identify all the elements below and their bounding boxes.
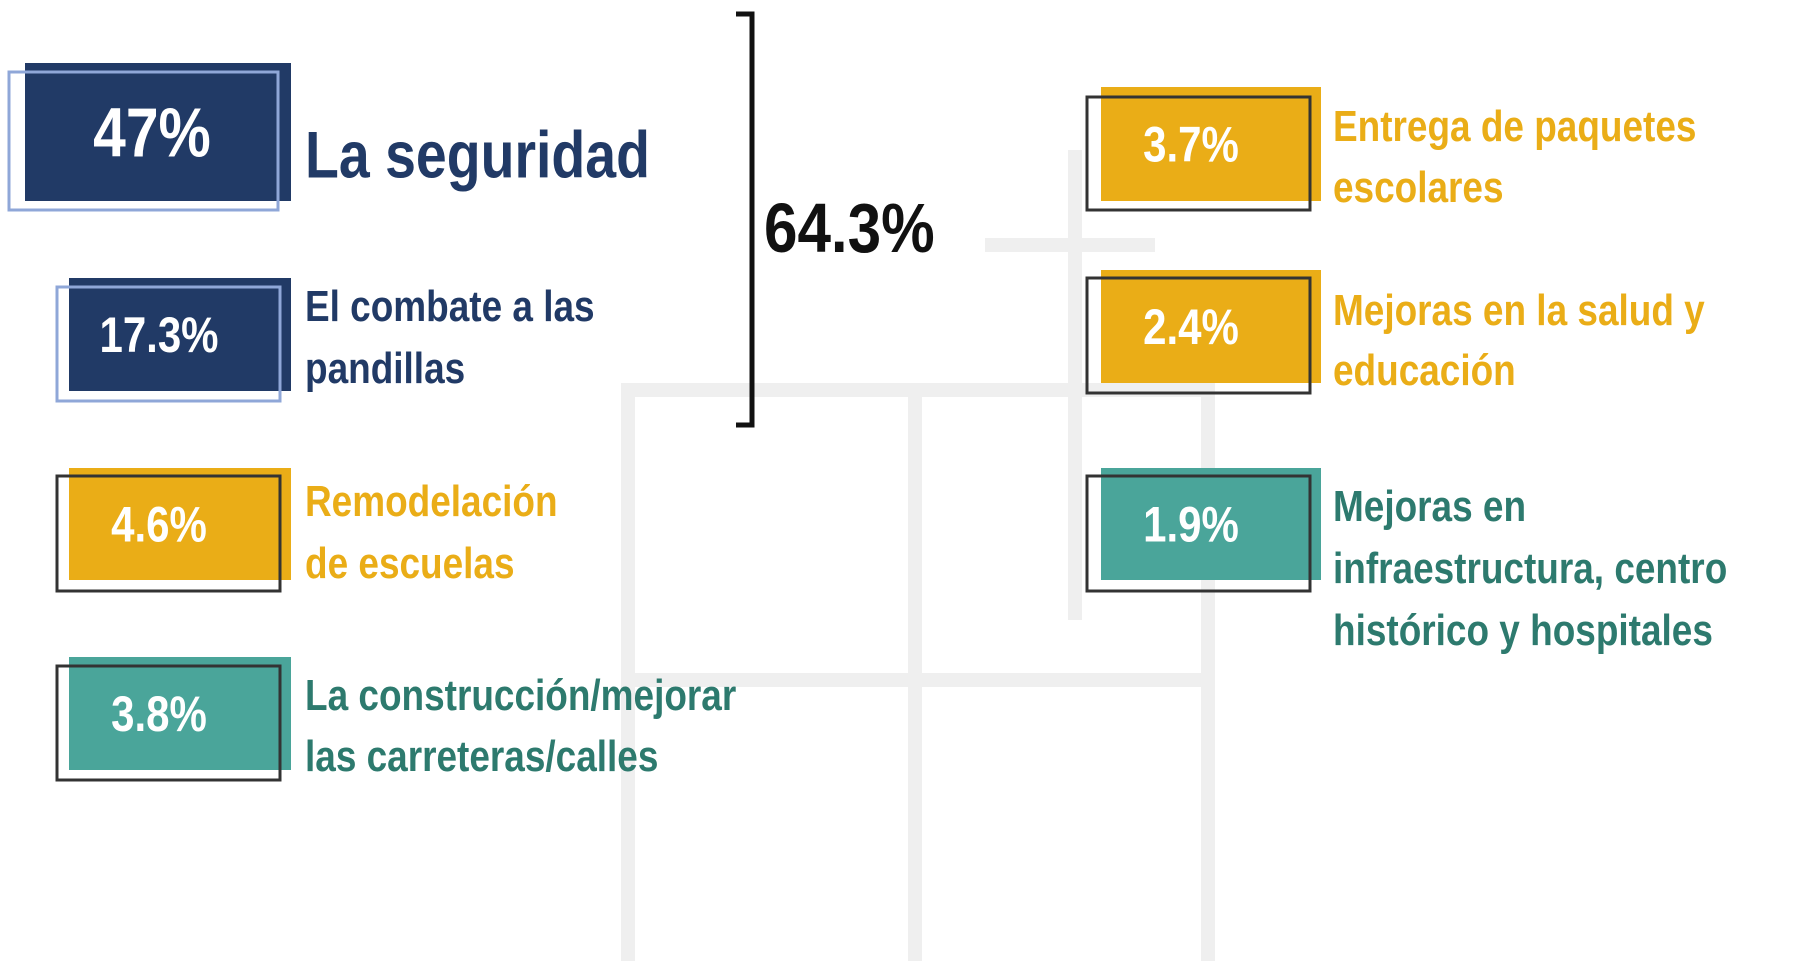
label: histórico y hospitales — [1333, 605, 1713, 655]
value-box — [1101, 87, 1321, 201]
label: La construcción/mejorar — [305, 670, 736, 720]
value-box — [1101, 270, 1321, 383]
value: 4.6% — [111, 496, 207, 552]
bracket — [736, 11, 755, 428]
label: Mejoras en — [1333, 481, 1526, 531]
label: escolares — [1333, 162, 1504, 212]
value-box — [69, 657, 291, 770]
value-box — [1101, 468, 1321, 580]
value: 3.7% — [1143, 116, 1239, 172]
label: Entrega de paquetes — [1333, 101, 1696, 151]
label: pandillas — [305, 343, 465, 393]
value-outline — [55, 474, 282, 593]
label: de escuelas — [305, 538, 515, 588]
value-outline — [1085, 95, 1312, 212]
value-outline — [55, 664, 282, 782]
value-outline — [1085, 276, 1312, 395]
value-outline — [55, 285, 282, 403]
label: La seguridad — [305, 118, 650, 192]
value: 17.3% — [99, 306, 218, 362]
value: 3.8% — [111, 685, 207, 741]
value: 47% — [93, 92, 211, 171]
label: las carreteras/calles — [305, 731, 658, 781]
value: 1.9% — [1143, 496, 1239, 552]
label: Mejoras en la salud y — [1333, 285, 1705, 335]
watermark — [621, 150, 1215, 961]
value: 2.4% — [1143, 298, 1239, 354]
value-outline — [7, 70, 280, 212]
label: Remodelación — [305, 476, 558, 526]
value-box — [69, 468, 291, 580]
value-box — [25, 63, 291, 201]
label: infraestructura, centro — [1333, 543, 1727, 593]
label: El combate a las — [305, 281, 595, 331]
value-box — [69, 278, 291, 391]
total: 64.3% — [764, 189, 935, 267]
label: educación — [1333, 345, 1516, 395]
value-outline — [1085, 474, 1312, 593]
